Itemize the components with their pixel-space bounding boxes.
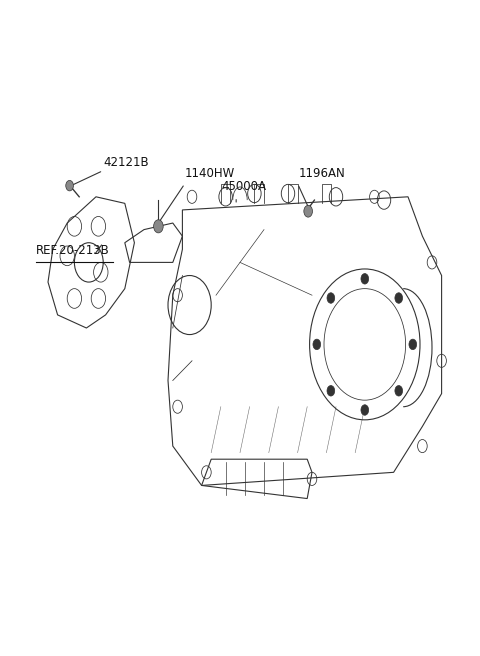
Circle shape <box>327 293 335 303</box>
Circle shape <box>409 339 417 350</box>
Circle shape <box>395 293 403 303</box>
Text: 45000A: 45000A <box>222 180 267 193</box>
Circle shape <box>361 405 369 415</box>
Circle shape <box>327 386 335 396</box>
Circle shape <box>395 386 403 396</box>
Circle shape <box>361 274 369 284</box>
Circle shape <box>313 339 321 350</box>
Circle shape <box>66 180 73 191</box>
Text: 42121B: 42121B <box>103 155 149 169</box>
Text: 1140HW: 1140HW <box>185 167 235 180</box>
Text: 1196AN: 1196AN <box>299 167 345 180</box>
Circle shape <box>304 205 312 217</box>
Circle shape <box>154 220 163 233</box>
Text: REF.20-213B: REF.20-213B <box>36 244 110 257</box>
